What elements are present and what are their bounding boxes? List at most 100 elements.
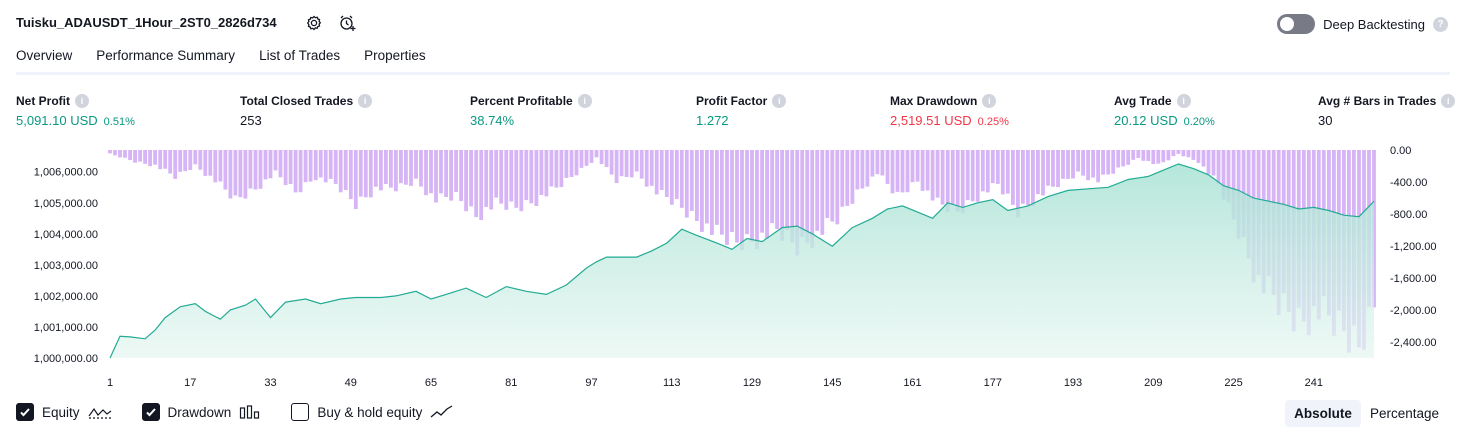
equity-line-icon <box>88 405 112 419</box>
buy-hold-checkbox[interactable] <box>291 403 310 421</box>
legend-buy-hold[interactable]: Buy & hold equity <box>291 403 454 421</box>
tab-properties[interactable]: Properties <box>364 48 426 63</box>
x-axis-tick: 177 <box>984 377 1002 389</box>
drawdown-bar <box>1116 150 1121 168</box>
drawdown-bar <box>920 150 925 191</box>
drawdown-bar <box>700 150 704 232</box>
drawdown-bar <box>930 150 935 201</box>
drawdown-bar <box>569 150 574 177</box>
equity-drawdown-chart[interactable]: 1,006,000.00 1,005,000.00 1,004,000.00 1,00… <box>0 140 1466 395</box>
metric-value: 1.272 <box>696 113 729 128</box>
drawdown-bar <box>780 150 784 241</box>
drawdown-bar <box>1146 150 1151 161</box>
drawdown-bar <box>228 150 233 199</box>
drawdown-bar <box>750 150 754 242</box>
left-axis-tick: 1,003,000.00 <box>34 260 98 272</box>
x-axis-tick: 1 <box>107 377 113 389</box>
drawdown-bar <box>363 150 368 198</box>
drawdown-bar <box>900 150 905 193</box>
drawdown-bar <box>679 150 684 208</box>
left-axis-tick: 1,005,000.00 <box>34 198 98 210</box>
info-icon[interactable]: i <box>358 94 373 108</box>
drawdown-checkbox[interactable] <box>141 403 160 421</box>
drawdown-bar <box>594 150 599 158</box>
drawdown-bars-icon <box>239 405 261 419</box>
drawdown-bar <box>1176 150 1181 154</box>
metric-label: Max Drawdown <box>890 94 978 108</box>
drawdown-bar <box>735 150 739 243</box>
metric-net-profit: Net Profit i 5,091.10 USD 0.51% <box>16 94 135 128</box>
info-icon[interactable]: i <box>772 94 787 108</box>
drawdown-bar <box>358 150 363 197</box>
drawdown-bar <box>965 150 970 201</box>
drawdown-bar <box>123 150 127 158</box>
drawdown-bar <box>760 150 764 233</box>
drawdown-bar <box>755 150 759 250</box>
x-axis-tick: 97 <box>585 377 597 389</box>
drawdown-bar <box>163 150 168 169</box>
drawdown-bar <box>459 150 463 202</box>
drawdown-bar <box>1051 150 1055 187</box>
drawdown-bar <box>193 150 198 165</box>
trend-line-icon <box>430 405 454 419</box>
x-axis-tick: 81 <box>505 377 517 389</box>
info-icon[interactable]: i <box>75 94 89 108</box>
x-axis-tick: 49 <box>345 377 357 389</box>
legend-equity[interactable]: Equity <box>16 403 112 421</box>
drawdown-bar <box>258 150 263 189</box>
drawdown-bar <box>574 150 579 176</box>
chart-legend: Equity Drawdown Buy & hold equity <box>16 403 454 421</box>
x-axis-tick: 65 <box>425 377 437 389</box>
drawdown-bar <box>975 150 980 202</box>
info-icon[interactable]: i <box>577 94 592 108</box>
percentage-button[interactable]: Percentage <box>1369 406 1439 421</box>
drawdown-bar <box>178 150 183 172</box>
info-icon[interactable]: i <box>1176 94 1191 108</box>
left-axis-tick: 1,000,000.00 <box>34 353 98 365</box>
drawdown-bar <box>198 150 203 170</box>
drawdown-bar <box>1036 150 1040 195</box>
metric-avg-trade: Avg Trade i 20.12 USD 0.20% <box>1114 94 1215 128</box>
drawdown-bar <box>223 150 228 190</box>
drawdown-bar <box>1031 150 1035 206</box>
drawdown-bar <box>579 150 584 168</box>
legend-drawdown[interactable]: Drawdown <box>141 403 262 421</box>
deep-backtesting-toggle[interactable] <box>1277 14 1316 34</box>
drawdown-bar <box>504 150 509 210</box>
x-axis-tick: 209 <box>1144 377 1162 389</box>
info-icon[interactable]: i <box>982 94 997 108</box>
metric-profit-factor: Profit Factor i 1.272 <box>696 94 787 128</box>
drawdown-bar <box>479 150 484 220</box>
metric-label: Profit Factor <box>696 94 768 108</box>
drawdown-bar <box>664 150 669 197</box>
drawdown-bar <box>1151 150 1156 165</box>
drawdown-bar <box>534 150 539 206</box>
equity-checkbox[interactable] <box>16 403 34 421</box>
drawdown-bar <box>710 150 714 235</box>
tab-performance-summary[interactable]: Performance Summary <box>96 48 236 63</box>
drawdown-bar <box>1005 150 1010 194</box>
drawdown-bar <box>860 150 865 189</box>
drawdown-bar <box>1231 150 1236 220</box>
drawdown-bar <box>765 150 769 239</box>
drawdown-bar <box>624 150 629 177</box>
tab-overview[interactable]: Overview <box>16 48 73 75</box>
drawdown-bar <box>805 150 810 243</box>
drawdown-bar <box>770 150 774 224</box>
metric-value: 20.12 USD <box>1114 113 1178 128</box>
add-alert-icon[interactable] <box>338 14 356 32</box>
drawdown-bar <box>960 150 965 214</box>
drawdown-bar <box>424 150 428 196</box>
drawdown-bar <box>1186 150 1191 158</box>
tab-list-of-trades[interactable]: List of Trades <box>259 48 341 63</box>
drawdown-bar <box>394 150 398 192</box>
help-icon[interactable]: ? <box>1433 16 1448 32</box>
drawdown-bar <box>689 150 694 211</box>
info-icon[interactable]: i <box>1441 94 1456 108</box>
settings-icon[interactable] <box>305 14 323 32</box>
drawdown-bar <box>389 150 393 188</box>
absolute-button[interactable]: Absolute <box>1285 400 1361 427</box>
drawdown-bar <box>414 150 418 179</box>
drawdown-bar <box>263 150 268 180</box>
left-axis-tick: 1,001,000.00 <box>34 322 98 334</box>
